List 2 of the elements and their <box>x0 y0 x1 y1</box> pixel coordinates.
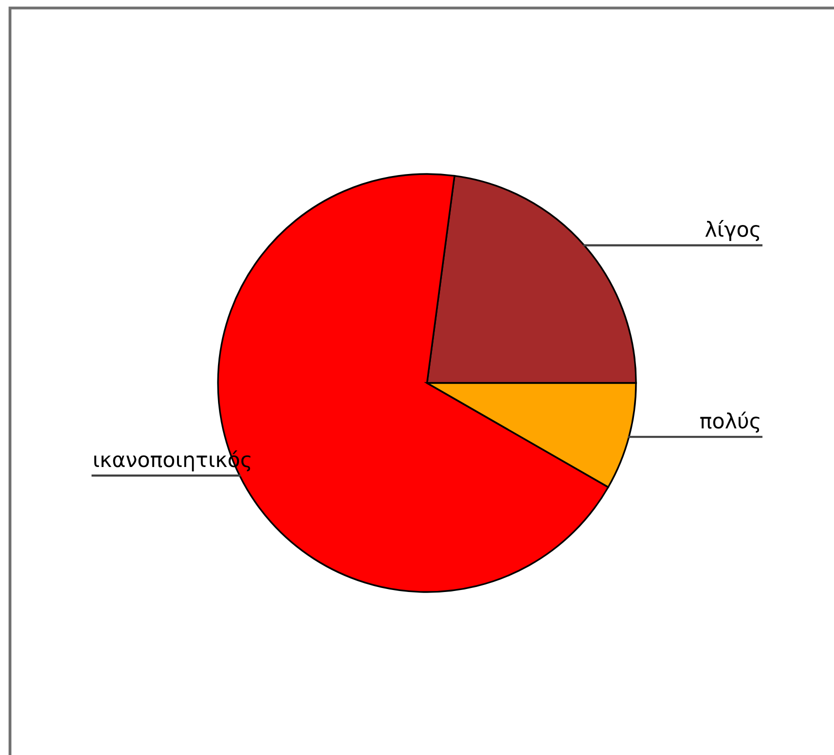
slice-label: πολύς <box>700 412 760 433</box>
slice-label: λίγος <box>705 220 760 242</box>
